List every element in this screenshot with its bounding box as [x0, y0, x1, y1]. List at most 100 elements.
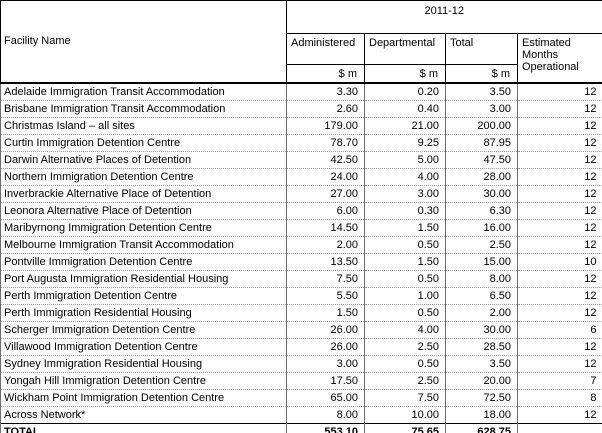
table-row: Christmas Island – all sites 179.00 21.00 2… — [0, 116, 602, 135]
departmental-cell: 1.00 — [364, 286, 446, 305]
departmental-cell: 10.00 — [364, 405, 446, 424]
table-row: Darwin Alternative Places of Detention 42… — [0, 150, 602, 169]
administered-cell: 13.50 — [286, 252, 365, 271]
administered-cell: 17.50 — [286, 371, 365, 390]
total-cell: 28.00 — [445, 167, 518, 186]
months-cell: 12 — [517, 235, 602, 254]
total-cell: 72.50 — [445, 388, 518, 407]
unit-label-administered: $ m — [286, 64, 365, 84]
administered-cell: 1.50 — [286, 303, 365, 322]
administered-cell: 14.50 — [286, 218, 365, 237]
administered-header: Administered — [286, 33, 365, 65]
table-body: Adelaide Immigration Transit Accommodati… — [0, 82, 602, 433]
table-row: Sydney Immigration Residential Housing 3.… — [0, 354, 602, 373]
administered-cell: 27.00 — [286, 184, 365, 203]
header-row-units: $ m $ m $ m — [1, 64, 602, 84]
total-cell: 87.95 — [445, 133, 518, 152]
departmental-cell: 0.30 — [364, 201, 446, 220]
estimated-months-header: Estimated Months Operational — [517, 33, 602, 84]
departmental-cell: 4.00 — [364, 320, 446, 339]
facility-name-cell: Perth Immigration Detention Centre — [0, 286, 287, 305]
months-cell: 12 — [517, 303, 602, 322]
total-cell: 3.50 — [445, 82, 518, 101]
facility-name-cell: Wickham Point Immigration Detention Cent… — [0, 388, 287, 407]
total-cell: 8.00 — [445, 269, 518, 288]
facility-name-cell: Perth Immigration Residential Housing — [0, 303, 287, 322]
table-row: Maribyrnong Immigration Detention Centre… — [0, 218, 602, 237]
total-cell: 18.00 — [445, 405, 518, 424]
table-row: Pontville Immigration Detention Centre 13… — [0, 252, 602, 271]
administered-cell: 26.00 — [286, 320, 365, 339]
months-cell: 8 — [517, 388, 602, 407]
unit-label-departmental: $ m — [364, 64, 446, 84]
departmental-cell: 3.00 — [364, 184, 446, 203]
months-cell: 10 — [517, 252, 602, 271]
months-cell: 6 — [517, 320, 602, 339]
facility-name-cell: Pontville Immigration Detention Centre — [0, 252, 287, 271]
facility-name-cell: Adelaide Immigration Transit Accommodati… — [0, 82, 287, 101]
administered-cell: 2.60 — [286, 99, 365, 118]
departmental-cell: 0.50 — [364, 235, 446, 254]
months-cell: 12 — [517, 201, 602, 220]
total-cell: 16.00 — [445, 218, 518, 237]
facility-name-header: Facility Name — [0, 0, 287, 84]
administered-cell: 7.50 — [286, 269, 365, 288]
facility-name-cell: Sydney Immigration Residential Housing — [0, 354, 287, 373]
departmental-cell: 0.40 — [364, 99, 446, 118]
header-row-year: Facility Name 2011-12 — [0, 0, 602, 84]
total-cell: 200.00 — [445, 116, 518, 135]
table-row: Perth Immigration Detention Centre 5.50 1.… — [0, 286, 602, 305]
departmental-cell: 2.50 — [364, 337, 446, 356]
facility-name-cell: Villawood Immigration Detention Centre — [0, 337, 287, 356]
months-cell: 12 — [517, 269, 602, 288]
facility-name-cell: Inverbrackie Alternative Place of Detent… — [0, 184, 287, 203]
table-row: Port Augusta Immigration Residential Hou… — [0, 269, 602, 288]
months-cell: 12 — [517, 184, 602, 203]
departmental-header: Departmental — [364, 33, 446, 65]
table-row: Melbourne Immigration Transit Accommodat… — [0, 235, 602, 254]
table-row: Yongah Hill Immigration Detention Centre… — [0, 371, 602, 390]
table-row: Scherger Immigration Detention Centre 26.… — [0, 320, 602, 339]
total-header: Total — [445, 33, 518, 65]
departmental-cell: 7.50 — [364, 388, 446, 407]
total-cell: 628.75 — [445, 422, 518, 433]
total-row: TOTAL 553.10 75.65 628.75 — [0, 422, 602, 433]
total-cell: 6.30 — [445, 201, 518, 220]
departmental-cell: 75.65 — [364, 422, 446, 433]
total-cell: 3.50 — [445, 354, 518, 373]
administered-cell: 65.00 — [286, 388, 365, 407]
months-cell: 12 — [517, 150, 602, 169]
table-row: Perth Immigration Residential Housing 1.5… — [0, 303, 602, 322]
table-header: Facility Name 2011-12 Administered Depar… — [0, 0, 602, 84]
unit-label-total: $ m — [445, 64, 518, 84]
facility-name-cell: Across Network* — [0, 405, 287, 424]
departmental-cell: 0.20 — [364, 82, 446, 101]
months-cell: 12 — [517, 337, 602, 356]
administered-cell: 553.10 — [286, 422, 365, 433]
departmental-cell: 1.50 — [364, 218, 446, 237]
facility-name-cell: TOTAL — [0, 422, 287, 433]
months-cell: 12 — [517, 218, 602, 237]
total-cell: 3.00 — [445, 99, 518, 118]
facility-name-cell: Curtin Immigration Detention Centre — [0, 133, 287, 152]
facility-name-cell: Yongah Hill Immigration Detention Centre — [0, 371, 287, 390]
table-row: Across Network* 8.00 10.00 18.00 12 — [0, 405, 602, 424]
total-cell: 2.50 — [445, 235, 518, 254]
administered-cell: 2.00 — [286, 235, 365, 254]
facility-name-cell: Leonora Alternative Place of Detention — [0, 201, 287, 220]
facility-name-cell: Northern Immigration Detention Centre — [0, 167, 287, 186]
table-row: Wickham Point Immigration Detention Cent… — [0, 388, 602, 407]
months-cell: 7 — [517, 371, 602, 390]
total-cell: 6.50 — [445, 286, 518, 305]
table-row: Brisbane Immigration Transit Accommodati… — [0, 99, 602, 118]
total-cell: 28.50 — [445, 337, 518, 356]
departmental-cell: 5.00 — [364, 150, 446, 169]
table-row: Leonora Alternative Place of Detention 6.… — [0, 201, 602, 220]
months-cell: 12 — [517, 116, 602, 135]
total-cell: 15.00 — [445, 252, 518, 271]
total-cell: 47.50 — [445, 150, 518, 169]
administered-cell: 78.70 — [286, 133, 365, 152]
months-cell: 12 — [517, 82, 602, 101]
months-cell: 12 — [517, 354, 602, 373]
